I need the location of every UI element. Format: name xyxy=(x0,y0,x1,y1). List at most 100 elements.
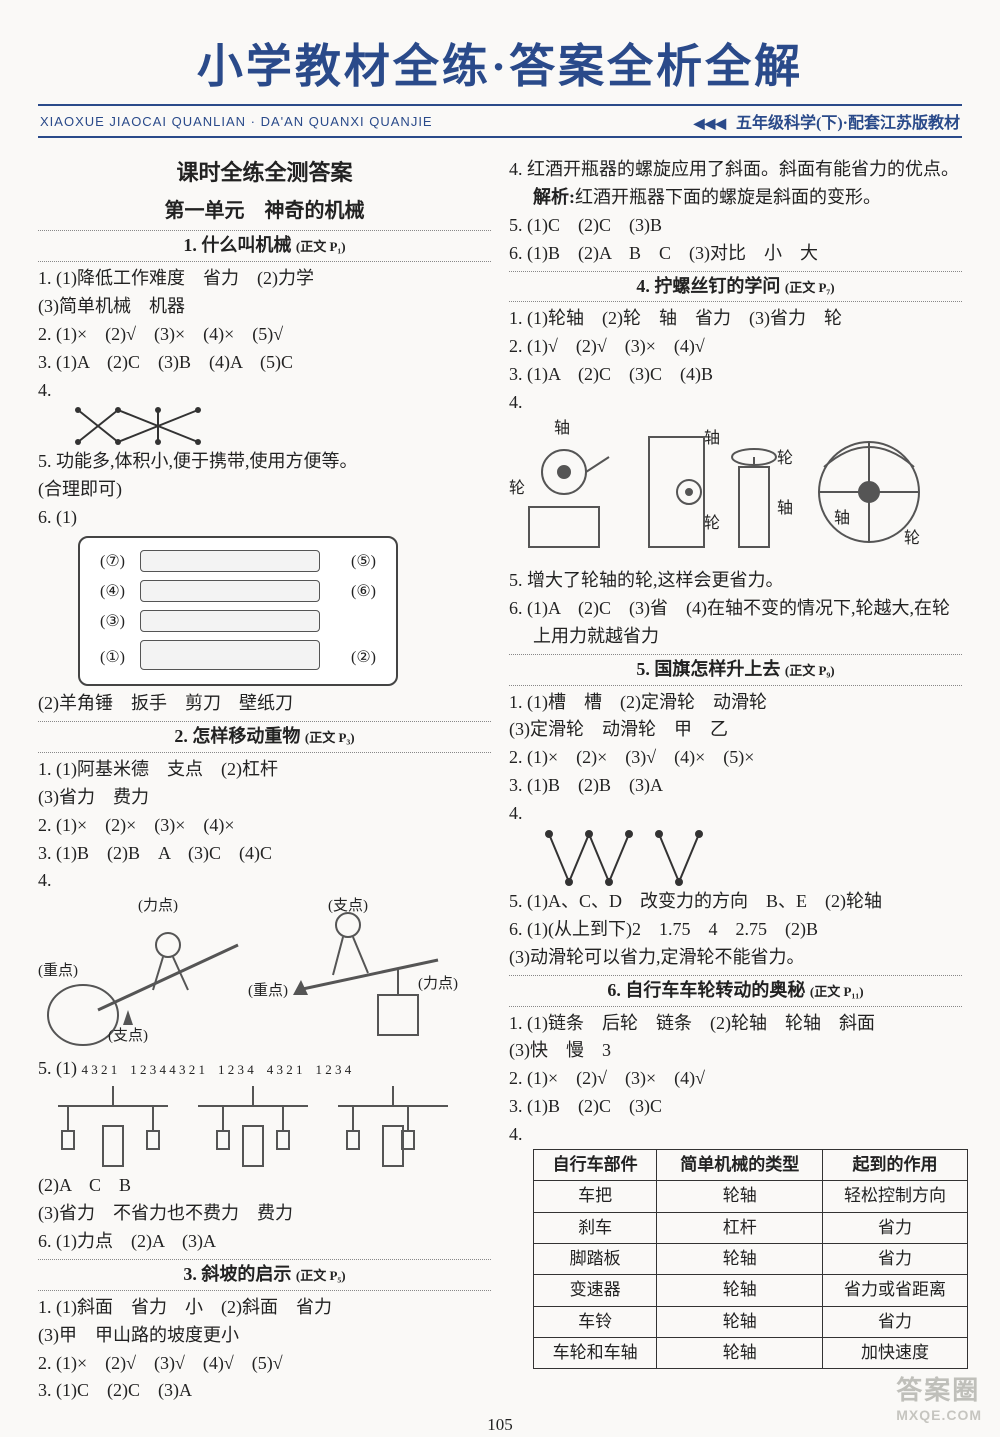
wheel-axle-figure: 轴 轮 轴 轮 轮 轴 轴 轮 xyxy=(509,417,939,567)
answer-line: 2. (1)× (2)√ (3)√ (4)√ (5)√ xyxy=(38,1350,491,1378)
watermark: 答案圈 MXQE.COM xyxy=(896,1370,982,1423)
topic-header-6: 6. 自行车车轮转动的奥秘 (正文 P₁₁) xyxy=(509,975,962,1007)
answer-line: 5. (1)A、C、D 改变力的方向 B、E (2)轮轴 xyxy=(509,888,962,916)
tool-label: (①) xyxy=(100,646,125,671)
answer-line: 4. xyxy=(509,389,962,417)
page-header: 小学教材全练·答案全析全解 XIAOXUE JIAOCAI QUANLIAN ·… xyxy=(38,30,962,138)
table-header: 起到的作用 xyxy=(823,1150,968,1181)
wheel-label: 轮 xyxy=(509,477,525,502)
tool-label: (③) xyxy=(100,610,125,635)
answer-line: 4. 红酒开瓶器的螺旋应用了斜面。斜面有能省力的优点。解析:红酒开瓶器下面的螺旋… xyxy=(509,156,962,212)
lever-label: (力点) xyxy=(418,973,458,996)
content-columns: 课时全练全测答案 第一单元 神奇的机械 1. 什么叫机械 (正文 P₁) 1. … xyxy=(38,156,962,1405)
answer-line: (3)定滑轮 动滑轮 甲 乙 xyxy=(509,716,962,744)
cross-match-figure xyxy=(68,404,208,448)
wheel-label: 轮 xyxy=(777,447,793,472)
wheel-label: 轴 xyxy=(554,417,570,442)
answer-line: 1. (1)轮轴 (2)轮 轴 省力 (3)省力 轮 xyxy=(509,305,962,333)
lever-label: (支点) xyxy=(328,895,368,918)
topic-3-ref: (正文 P₅) xyxy=(296,1268,346,1283)
answer-line: (2)羊角锤 扳手 剪刀 壁纸刀 xyxy=(38,690,491,718)
answer-line: (3)简单机械 机器 xyxy=(38,293,491,321)
toolbox-figure: (⑦) (④) (③) (①) (⑤) (⑥) (②) xyxy=(78,536,398,686)
answer-line: 6. (1)B (2)A B C (3)对比 小 大 xyxy=(509,240,962,268)
balance-hooks-figure xyxy=(38,1086,468,1172)
topic-1-title: 1. 什么叫机械 xyxy=(183,235,291,255)
right-column: 4. 红酒开瓶器的螺旋应用了斜面。斜面有能省力的优点。解析:红酒开瓶器下面的螺旋… xyxy=(509,156,962,1405)
topic-5-title: 5. 国旗怎样升上去 xyxy=(636,659,780,679)
topic-6-ref: (正文 P₁₁) xyxy=(810,984,864,999)
answer-line: (3)省力 费力 xyxy=(38,784,491,812)
answer-line: 3. (1)B (2)B (3)A xyxy=(509,772,962,800)
answer-line: (2)A C B xyxy=(38,1172,491,1200)
table-header-row: 自行车部件 简单机械的类型 起到的作用 xyxy=(534,1150,968,1181)
table-row: 车铃轮轴省力 xyxy=(534,1306,968,1337)
table-row: 车轮和车轴轮轴加快速度 xyxy=(534,1338,968,1369)
tool-label: (②) xyxy=(351,646,376,671)
pinyin: XIAOXUE JIAOCAI QUANLIAN · DA'AN QUANXI … xyxy=(40,114,433,129)
arrow-icon: ◀◀◀ xyxy=(694,117,726,132)
answer-line: 5. 功能多,体积小,便于携带,使用方便等。 xyxy=(38,448,491,476)
watermark-text: 答案圈 xyxy=(896,1375,980,1405)
answer-line: (3)甲 甲山路的坡度更小 xyxy=(38,1322,491,1350)
answer-line: 6. (1) xyxy=(38,504,491,532)
answer-line: 2. (1)× (2)√ (3)× (4)× (5)√ xyxy=(38,321,491,349)
left-column: 课时全练全测答案 第一单元 神奇的机械 1. 什么叫机械 (正文 P₁) 1. … xyxy=(38,156,491,1405)
table-row: 脚踏板轮轴省力 xyxy=(534,1244,968,1275)
lever-figure: (力点) (重点) (支点) (支点) (重点) (力点) xyxy=(38,895,468,1055)
answer-line: 1. (1)阿基米德 支点 (2)杠杆 xyxy=(38,756,491,784)
topic-header-4: 4. 拧螺丝钉的学问 (正文 P₇) xyxy=(509,271,962,303)
topic-header-2: 2. 怎样移动重物 (正文 P₃) xyxy=(38,721,491,753)
answer-line: 3. (1)B (2)B A (3)C (4)C xyxy=(38,840,491,868)
topic-6-title: 6. 自行车车轮转动的奥秘 xyxy=(607,980,805,1000)
answer-line: (合理即可) xyxy=(38,476,491,504)
answer-line: 5. (1)C (2)C (3)B xyxy=(509,212,962,240)
topic-4-ref: (正文 P₇) xyxy=(785,280,835,295)
table-row: 车把轮轴轻松控制方向 xyxy=(534,1181,968,1212)
lever-label: (重点) xyxy=(38,960,78,983)
table-row: 变速器轮轴省力或省距离 xyxy=(534,1275,968,1306)
topic-1-ref: (正文 P₁) xyxy=(296,239,346,254)
topic-2-ref: (正文 P₃) xyxy=(305,730,355,745)
watermark-url: MXQE.COM xyxy=(896,1407,982,1423)
wheel-label: 轮 xyxy=(904,527,920,552)
lever-label: (支点) xyxy=(108,1025,148,1048)
answer-line: (3)快 慢 3 xyxy=(509,1037,962,1065)
grade-info: 五年级科学(下)·配套江苏版教材 xyxy=(736,115,960,132)
answer-line: 4. xyxy=(509,800,962,828)
subtitle-row: XIAOXUE JIAOCAI QUANLIAN · DA'AN QUANXI … xyxy=(38,104,962,138)
wheel-label: 轴 xyxy=(704,427,720,452)
v-match-figure xyxy=(539,828,739,888)
topic-3-title: 3. 斜坡的启示 xyxy=(183,1264,291,1284)
answer-line: 2. (1)× (2)× (3)× (4)× xyxy=(38,812,491,840)
table-header: 简单机械的类型 xyxy=(657,1150,823,1181)
page-number: 105 xyxy=(38,1415,962,1435)
answer-line: (3)省力 不省力也不费力 费力 xyxy=(38,1200,491,1228)
topic-5-ref: (正文 P₉) xyxy=(785,663,835,678)
bike-parts-table: 自行车部件 简单机械的类型 起到的作用 车把轮轴轻松控制方向 刹车杠杆省力 脚踏… xyxy=(533,1149,968,1369)
topic-4-title: 4. 拧螺丝钉的学问 xyxy=(636,276,780,296)
answer-line: 1. (1)斜面 省力 小 (2)斜面 省力 xyxy=(38,1294,491,1322)
answer-line: 3. (1)C (2)C (3)A xyxy=(38,1377,491,1405)
section-title: 课时全练全测答案 xyxy=(38,156,491,190)
answer-line: 2. (1)√ (2)√ (3)× (4)√ xyxy=(509,333,962,361)
wheel-label: 轮 xyxy=(704,512,720,537)
unit-title: 第一单元 神奇的机械 xyxy=(38,196,491,227)
topic-2-title: 2. 怎样移动重物 xyxy=(174,726,300,746)
answer-line: 5. (1) 4 3 2 1 1 2 3 4 4 3 2 1 1 2 3 4 4… xyxy=(38,1055,491,1083)
lever-label: (力点) xyxy=(138,895,178,918)
main-title: 小学教材全练·答案全析全解 xyxy=(38,30,962,96)
tool-label: (⑤) xyxy=(351,550,376,575)
answer-line: 5. 增大了轮轴的轮,这样会更省力。 xyxy=(509,567,962,595)
tool-label: (⑥) xyxy=(351,580,376,605)
table-row: 刹车杠杆省力 xyxy=(534,1212,968,1243)
lever-label: (重点) xyxy=(248,980,288,1003)
tool-label: (⑦) xyxy=(100,550,125,575)
topic-header-1: 1. 什么叫机械 (正文 P₁) xyxy=(38,230,491,262)
answer-line: (3)动滑轮可以省力,定滑轮不能省力。 xyxy=(509,944,962,972)
answer-line: 6. (1)A (2)C (3)省 (4)在轴不变的情况下,轮越大,在轮上用力就… xyxy=(509,595,962,651)
answer-line: 2. (1)× (2)× (3)√ (4)× (5)× xyxy=(509,744,962,772)
answer-line: 3. (1)B (2)C (3)C xyxy=(509,1093,962,1121)
answer-line: 6. (1)力点 (2)A (3)A xyxy=(38,1228,491,1256)
answer-line: 4. xyxy=(509,1121,962,1149)
